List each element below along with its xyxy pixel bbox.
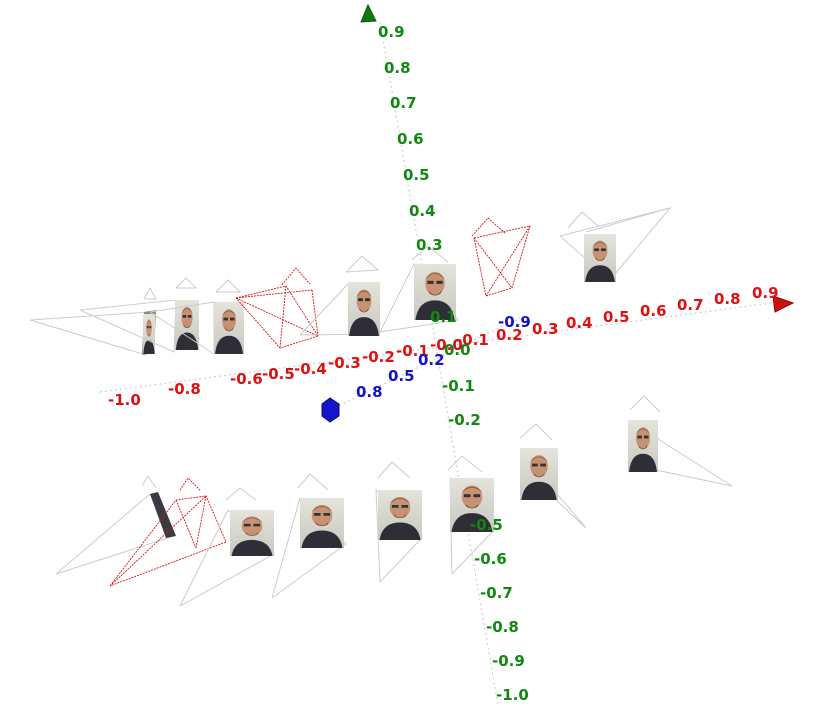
camera-frustum[interactable] [149, 279, 244, 355]
camera-frustum[interactable] [79, 277, 199, 353]
y-tick-label: 0.1 [430, 308, 457, 326]
camera-frustum-highlighted[interactable] [471, 217, 531, 297]
x-tick-label: -0.5 [262, 365, 295, 383]
x-tick-label: -0.1 [456, 331, 489, 349]
y-axis-line [379, 21, 499, 706]
origin-marker-icon[interactable] [321, 397, 340, 423]
top-camera-row [29, 207, 672, 356]
y-axis-ticks: 0.9 0.8 0.7 0.6 0.5 0.4 0.3 0.1 0.0 -0.1… [378, 23, 529, 704]
y-tick-label: -0.5 [470, 516, 503, 534]
x-tick-label: 0.9 [752, 284, 779, 302]
camera-frustum[interactable] [375, 461, 423, 583]
y-tick-label: 0.5 [403, 166, 430, 184]
x-tick-label: 0.5 [603, 308, 630, 326]
camera-frustum[interactable] [559, 207, 672, 282]
y-tick-label: 0.3 [416, 236, 443, 254]
y-tick-label: -0.9 [492, 652, 525, 670]
y-tick-label: -0.8 [486, 618, 519, 636]
bottom-camera-row [55, 395, 733, 607]
z-tick-label: -0.9 [498, 313, 531, 331]
y-tick-label: -0.2 [448, 411, 481, 429]
x-tick-label: -0.4 [294, 360, 327, 378]
camera-frustum-highlighted[interactable] [235, 267, 319, 349]
x-tick-label: -0.0 [430, 336, 463, 354]
axis-lines [99, 21, 773, 706]
x-axis-ticks: -1.0 -0.8 -0.6 -0.5 -0.4 -0.3 -0.2 -0.1 … [108, 284, 779, 409]
z-axis-ticks: -0.9 0.2 0.5 0.8 [356, 313, 531, 401]
y-axis-arrow-icon [360, 3, 377, 23]
y-tick-label: 0.9 [378, 23, 405, 41]
y-tick-label: -1.0 [496, 686, 529, 704]
x-tick-label: -0.2 [362, 348, 395, 366]
y-tick-label: -0.1 [442, 377, 475, 395]
z-tick-label: 0.2 [418, 351, 445, 369]
camera-frustum[interactable] [519, 423, 587, 529]
y-tick-label: 0.0 [444, 341, 471, 359]
camera-frustum[interactable] [299, 255, 380, 336]
camera-frustum[interactable] [627, 395, 733, 487]
x-tick-label: 0.6 [640, 302, 667, 320]
x-axis-arrow-icon [772, 295, 795, 313]
camera-frustum-highlighted[interactable] [109, 477, 227, 587]
y-tick-label: 0.7 [390, 94, 417, 112]
y-tick-label: 0.6 [397, 130, 424, 148]
camera-frustum[interactable] [271, 473, 347, 599]
z-tick-label: 0.5 [388, 367, 415, 385]
x-tick-label: 0.7 [677, 296, 704, 314]
x-tick-label: -0.8 [168, 380, 201, 398]
camera-frustum[interactable] [29, 286, 157, 356]
camera-frustum[interactable] [55, 475, 176, 575]
y-tick-label: 0.4 [409, 202, 436, 220]
x-tick-label: 0.2 [496, 326, 523, 344]
x-tick-label: -0.6 [230, 370, 263, 388]
x-tick-label: 0.3 [532, 320, 559, 338]
x-tick-label: -1.0 [108, 391, 141, 409]
x-tick-label: -0.3 [328, 354, 361, 372]
z-axis-line [329, 317, 521, 411]
camera-frustum[interactable] [379, 245, 459, 333]
y-tick-label: -0.7 [480, 584, 513, 602]
x-tick-label: 0.4 [566, 314, 593, 332]
x-tick-label: 0.8 [714, 290, 741, 308]
z-tick-label: 0.8 [356, 383, 383, 401]
x-tick-label: -0.1 [396, 342, 429, 360]
camera-frustum[interactable] [447, 455, 497, 575]
camera-frustum[interactable] [179, 487, 275, 607]
y-tick-label: 0.8 [384, 59, 411, 77]
y-tick-label: -0.6 [474, 550, 507, 568]
